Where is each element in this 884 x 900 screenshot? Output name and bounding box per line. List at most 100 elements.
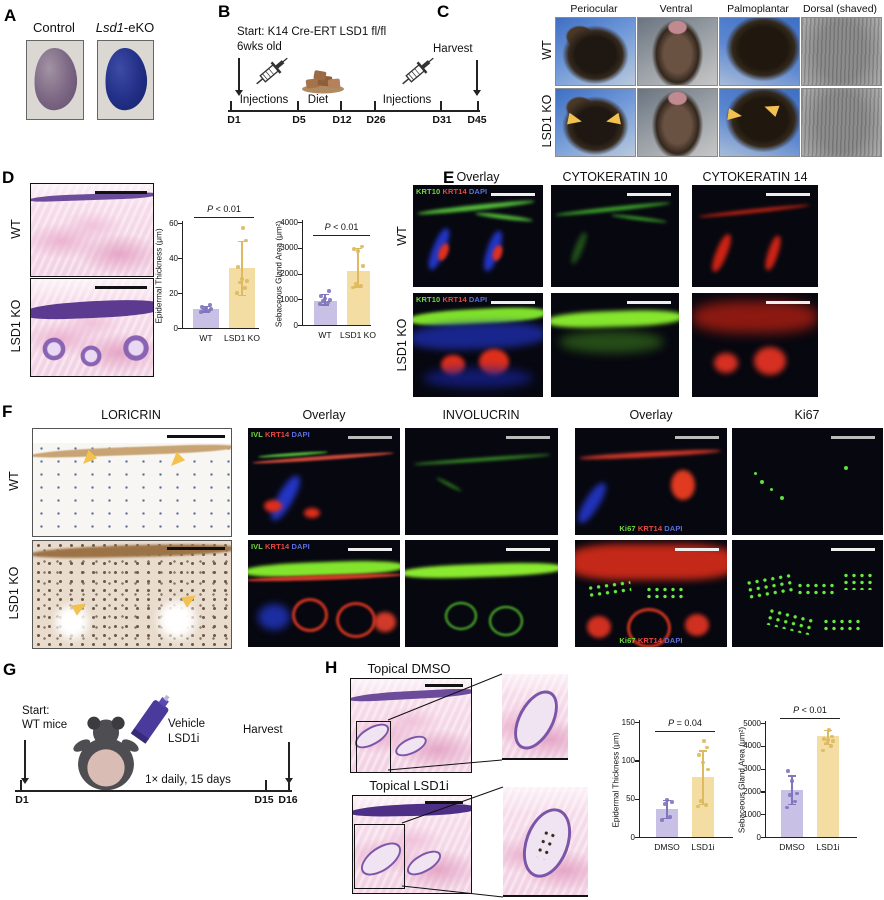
data-point	[238, 280, 242, 285]
ivl-legend: IVL KRT14 DAPI	[251, 542, 310, 551]
timepoint-d31: D31	[432, 114, 452, 126]
row-lsd1ko-c: LSD1 KO	[540, 94, 554, 148]
data-point	[323, 296, 327, 301]
he-image-ko	[30, 278, 154, 377]
data-point	[245, 278, 249, 283]
y-tick-label: 150	[621, 717, 635, 727]
col-palmoplantar: Palmoplantar	[727, 3, 789, 15]
timeline-g	[15, 790, 292, 792]
x-category-label: LSD1i	[691, 842, 715, 852]
photo-wt-periocular	[555, 17, 636, 86]
scale-bar	[425, 801, 463, 804]
bar-WT	[313, 300, 337, 325]
krt14-gland-ring	[336, 602, 376, 638]
segment-injections-2: Injections	[382, 94, 432, 106]
krt14-gland-ring	[627, 608, 671, 647]
panel-e-label: E	[443, 168, 455, 187]
timepoint-d26: D26	[366, 114, 386, 126]
bar-DMSO	[656, 808, 678, 837]
fluo-ck10-wt	[551, 185, 679, 287]
krt14-follicle	[762, 234, 784, 272]
harvest-arrow-g	[285, 742, 292, 784]
scale-bar	[491, 301, 535, 304]
ki67-dot-cluster	[842, 572, 874, 590]
scale-bar	[167, 547, 225, 550]
scale-bar	[506, 548, 550, 551]
y-tick-label: 40	[169, 253, 178, 263]
sebaceous-gland	[79, 345, 103, 367]
dapi-patch	[258, 604, 290, 630]
krt10-layer	[474, 211, 534, 223]
y-axis	[302, 220, 304, 326]
panel-d-label: D	[2, 168, 15, 187]
inset-source-box	[354, 824, 405, 889]
data-point	[697, 753, 701, 757]
data-point	[829, 744, 833, 748]
fluo-ki67-ko	[732, 540, 883, 647]
experiment-start-line1: Start: K14 Cre-ERT LSD1 fl/fl	[237, 26, 387, 38]
y-tick-label: 2000	[743, 786, 761, 796]
zoom-inset-lsd1i	[503, 787, 588, 897]
mouse-icon	[73, 716, 139, 791]
krt14-line	[578, 448, 722, 461]
tick-d31	[440, 101, 442, 110]
control-column-label: Control	[33, 20, 75, 35]
col-involucrin: INVOLUCRIN	[442, 408, 520, 422]
photo-ko-palmoplantar	[719, 88, 800, 157]
error-bar	[702, 750, 704, 805]
fluo-ki67-overlay-wt: Ki67 KRT14 DAPI	[575, 428, 727, 535]
control-embryo-photo	[26, 40, 84, 120]
row-lsd1ko-d: LSD1 KO	[9, 299, 23, 353]
y-tick	[178, 223, 182, 225]
data-point	[831, 739, 835, 744]
loricrin-band	[33, 443, 231, 459]
y-tick	[178, 258, 182, 260]
error-cap	[699, 804, 707, 806]
scale-bar	[831, 548, 875, 551]
ki67-legend: Ki67 KRT14 DAPI	[619, 524, 683, 533]
inset-connector-lines	[387, 673, 504, 898]
scale-bar	[491, 193, 535, 196]
tick-g-d16	[288, 780, 290, 790]
x-axis	[639, 837, 733, 839]
y-axis-label: Sebaceous Gland Area (μm²)	[274, 220, 284, 327]
loricrin-band	[33, 543, 231, 559]
y-tick	[298, 299, 302, 301]
arrowhead-icon	[567, 113, 583, 128]
x-axis	[765, 837, 857, 839]
p-value-label: P < 0.01	[324, 222, 359, 232]
krt14-follicle	[708, 232, 735, 274]
tick-g-d15	[265, 780, 267, 790]
y-axis-label: Sebaceous Gland Area (μm²)	[737, 726, 747, 834]
y-tick-label: 3000	[280, 243, 298, 253]
y-tick	[635, 760, 639, 762]
y-tick	[298, 247, 302, 249]
x-category-label: LSD1 KO	[224, 333, 260, 343]
error-cap	[824, 743, 832, 745]
y-axis	[765, 721, 767, 838]
row-lsd1ko-e: LSD1 KO	[395, 318, 409, 372]
data-point	[199, 310, 203, 315]
zoom-inset-dmso	[502, 674, 568, 760]
error-bar	[827, 729, 829, 744]
significance-bracket	[655, 731, 715, 733]
overlay-legend: KRT10 KRT14 DAPI	[416, 295, 488, 304]
data-point	[699, 799, 703, 803]
error-cap	[788, 775, 796, 777]
timepoint-g-d16: D16	[278, 794, 298, 806]
scale-bar	[348, 548, 392, 551]
y-axis	[182, 221, 184, 329]
ki67-legend: Ki67 KRT14 DAPI	[619, 636, 683, 645]
timeline-b	[228, 110, 480, 112]
data-point	[788, 793, 792, 797]
inset-scale-line	[503, 895, 588, 897]
krt14-spot	[304, 508, 320, 518]
data-point	[821, 748, 825, 753]
ki67-dot-cluster	[744, 572, 794, 600]
data-point	[236, 264, 240, 269]
tick-d26	[374, 101, 376, 110]
fluo-ivl-overlay-wt: IVL KRT14 DAPI	[248, 428, 400, 535]
fluo-ki67-wt	[732, 428, 883, 535]
scale-bar	[675, 548, 719, 551]
